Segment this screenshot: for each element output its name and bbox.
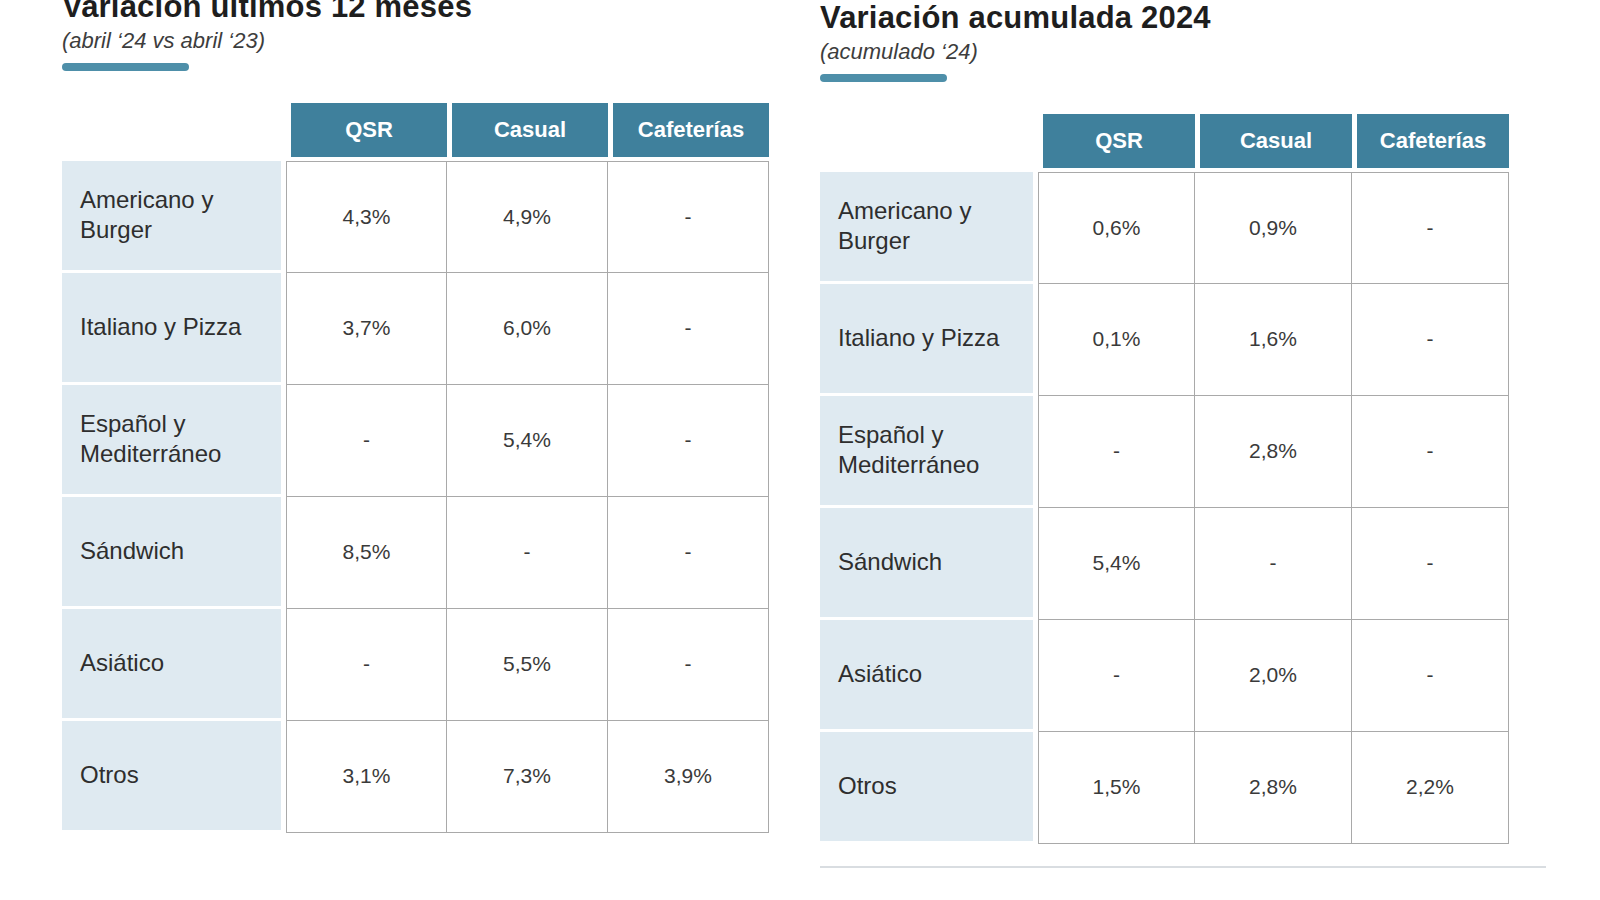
value-cell: - [1352, 620, 1509, 732]
column-header: Casual [1195, 114, 1352, 172]
value-cell: 5,5% [447, 609, 608, 721]
value-cell: - [1352, 284, 1509, 396]
value-cell: 1,5% [1038, 732, 1195, 844]
table-row: Italiano y Pizza0,1%1,6%- [820, 284, 1509, 396]
table-row: Otros3,1%7,3%3,9% [62, 721, 769, 833]
value-cell: - [1038, 396, 1195, 508]
variation-table: QSRCasualCafeteríasAmericano y Burger0,6… [820, 114, 1509, 844]
table-row: Otros1,5%2,8%2,2% [820, 732, 1509, 844]
value-cell: 3,1% [286, 721, 447, 833]
table-row: Italiano y Pizza3,7%6,0%- [62, 273, 769, 385]
variation-table: QSRCasualCafeteríasAmericano y Burger4,3… [62, 103, 769, 833]
column-header: QSR [1038, 114, 1195, 172]
table-row: Sándwich5,4%-- [820, 508, 1509, 620]
value-cell: - [608, 385, 769, 497]
value-cell: 2,8% [1195, 396, 1352, 508]
row-label: Americano y Burger [62, 161, 286, 273]
column-header: Cafeterías [608, 103, 769, 161]
value-cell: 8,5% [286, 497, 447, 609]
row-label: Otros [820, 732, 1038, 844]
figure-subtitle: (acumulado ‘24) [820, 39, 1548, 65]
table-block-last-12-months: Variación últimos 12 meses (abril ‘24 vs… [62, 0, 774, 833]
value-cell: 3,9% [608, 721, 769, 833]
value-cell: - [1352, 172, 1509, 284]
row-label: Asiático [820, 620, 1038, 732]
value-cell: 0,9% [1195, 172, 1352, 284]
row-label: Sándwich [820, 508, 1038, 620]
value-cell: 3,7% [286, 273, 447, 385]
value-cell: - [608, 161, 769, 273]
value-cell: 2,0% [1195, 620, 1352, 732]
value-cell: 4,3% [286, 161, 447, 273]
figure-subtitle: (abril ‘24 vs abril ‘23) [62, 28, 774, 54]
value-cell: 1,6% [1195, 284, 1352, 396]
table-row: Sándwich8,5%-- [62, 497, 769, 609]
value-cell: 2,8% [1195, 732, 1352, 844]
figure-title: Variación acumulada 2024 [820, 2, 1548, 35]
value-cell: 5,4% [447, 385, 608, 497]
value-cell: 5,4% [1038, 508, 1195, 620]
table-row: Americano y Burger4,3%4,9%- [62, 161, 769, 273]
value-cell: 0,1% [1038, 284, 1195, 396]
value-cell: - [1352, 508, 1509, 620]
row-label: Sándwich [62, 497, 286, 609]
row-label: Americano y Burger [820, 172, 1038, 284]
value-cell: - [608, 273, 769, 385]
table-block-accumulated-2024: Variación acumulada 2024 (acumulado ‘24)… [820, 0, 1548, 844]
column-header: Casual [447, 103, 608, 161]
figure-canvas: Variación últimos 12 meses (abril ‘24 vs… [0, 0, 1600, 900]
value-cell: 4,9% [447, 161, 608, 273]
value-cell: - [447, 497, 608, 609]
row-label: Asiático [62, 609, 286, 721]
value-cell: 0,6% [1038, 172, 1195, 284]
corner-cell [820, 114, 1038, 172]
value-cell: - [1038, 620, 1195, 732]
bottom-divider [820, 866, 1546, 868]
title-underline-bar [820, 74, 947, 82]
value-cell: 7,3% [447, 721, 608, 833]
table-row: Español y Mediterráneo-2,8%- [820, 396, 1509, 508]
figure-title: Variación últimos 12 meses [62, 0, 774, 24]
column-header: Cafeterías [1352, 114, 1509, 172]
row-label: Español y Mediterráneo [820, 396, 1038, 508]
value-cell: 2,2% [1352, 732, 1509, 844]
row-label: Otros [62, 721, 286, 833]
value-cell: - [286, 609, 447, 721]
row-label: Italiano y Pizza [62, 273, 286, 385]
value-cell: 6,0% [447, 273, 608, 385]
corner-cell [62, 103, 286, 161]
row-label: Italiano y Pizza [820, 284, 1038, 396]
table-row: Asiático-5,5%- [62, 609, 769, 721]
value-cell: - [1352, 396, 1509, 508]
value-cell: - [608, 497, 769, 609]
table-row: Español y Mediterráneo-5,4%- [62, 385, 769, 497]
row-label: Español y Mediterráneo [62, 385, 286, 497]
value-cell: - [1195, 508, 1352, 620]
title-underline-bar [62, 63, 189, 71]
value-cell: - [286, 385, 447, 497]
table-row: Americano y Burger0,6%0,9%- [820, 172, 1509, 284]
column-header: QSR [286, 103, 447, 161]
value-cell: - [608, 609, 769, 721]
table-row: Asiático-2,0%- [820, 620, 1509, 732]
